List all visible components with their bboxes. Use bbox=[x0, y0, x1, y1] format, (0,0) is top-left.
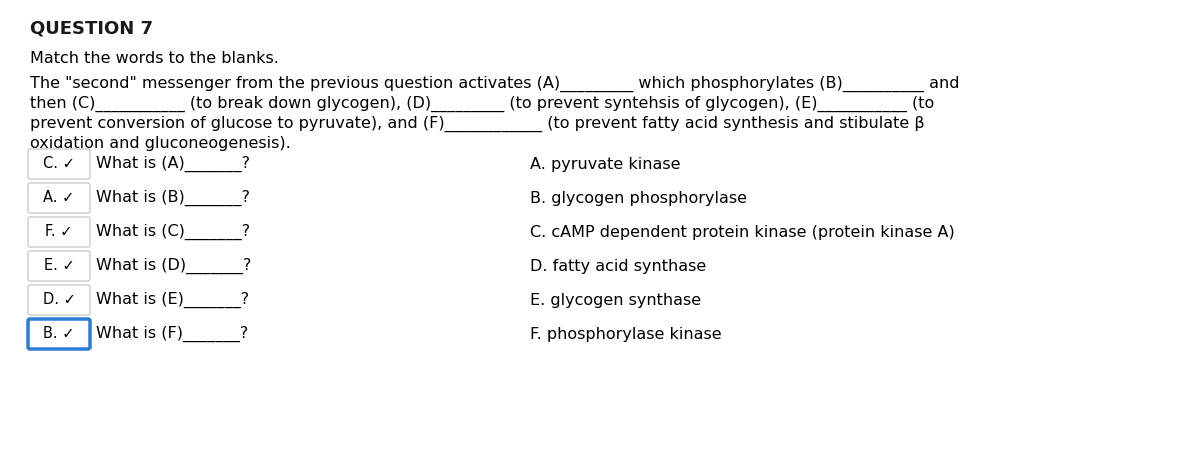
Text: E. glycogen synthase: E. glycogen synthase bbox=[530, 292, 701, 308]
Text: What is (D)_______?: What is (D)_______? bbox=[96, 258, 251, 274]
Text: What is (C)_______?: What is (C)_______? bbox=[96, 224, 250, 240]
FancyBboxPatch shape bbox=[28, 285, 90, 315]
FancyBboxPatch shape bbox=[28, 149, 90, 179]
FancyBboxPatch shape bbox=[28, 251, 90, 281]
Text: What is (A)_______?: What is (A)_______? bbox=[96, 156, 250, 172]
FancyBboxPatch shape bbox=[28, 319, 90, 349]
Text: B. ✓: B. ✓ bbox=[43, 326, 74, 341]
Text: F. phosphorylase kinase: F. phosphorylase kinase bbox=[530, 326, 721, 341]
Text: oxidation and gluconeogenesis).: oxidation and gluconeogenesis). bbox=[30, 136, 290, 151]
Text: The "second" messenger from the previous question activates (A)_________ which p: The "second" messenger from the previous… bbox=[30, 76, 960, 92]
Text: What is (B)_______?: What is (B)_______? bbox=[96, 190, 250, 206]
Text: prevent conversion of glucose to pyruvate), and (F)____________ (to prevent fatt: prevent conversion of glucose to pyruvat… bbox=[30, 116, 925, 132]
Text: D. fatty acid synthase: D. fatty acid synthase bbox=[530, 258, 707, 274]
Text: then (C)___________ (to break down glycogen), (D)_________ (to prevent syntehsis: then (C)___________ (to break down glyco… bbox=[30, 96, 935, 112]
FancyBboxPatch shape bbox=[28, 217, 90, 247]
Text: A. ✓: A. ✓ bbox=[43, 190, 74, 206]
Text: C. cAMP dependent protein kinase (protein kinase A): C. cAMP dependent protein kinase (protei… bbox=[530, 224, 955, 240]
Text: What is (E)_______?: What is (E)_______? bbox=[96, 292, 250, 308]
Text: B. glycogen phosphorylase: B. glycogen phosphorylase bbox=[530, 190, 746, 206]
Text: What is (F)_______?: What is (F)_______? bbox=[96, 326, 248, 342]
Text: A. pyruvate kinase: A. pyruvate kinase bbox=[530, 157, 680, 172]
Text: Match the words to the blanks.: Match the words to the blanks. bbox=[30, 51, 278, 66]
Text: C. ✓: C. ✓ bbox=[43, 157, 74, 172]
FancyBboxPatch shape bbox=[28, 183, 90, 213]
Text: E. ✓: E. ✓ bbox=[43, 258, 74, 274]
Text: QUESTION 7: QUESTION 7 bbox=[30, 19, 154, 37]
Text: D. ✓: D. ✓ bbox=[42, 292, 76, 308]
Text: F. ✓: F. ✓ bbox=[46, 224, 73, 240]
